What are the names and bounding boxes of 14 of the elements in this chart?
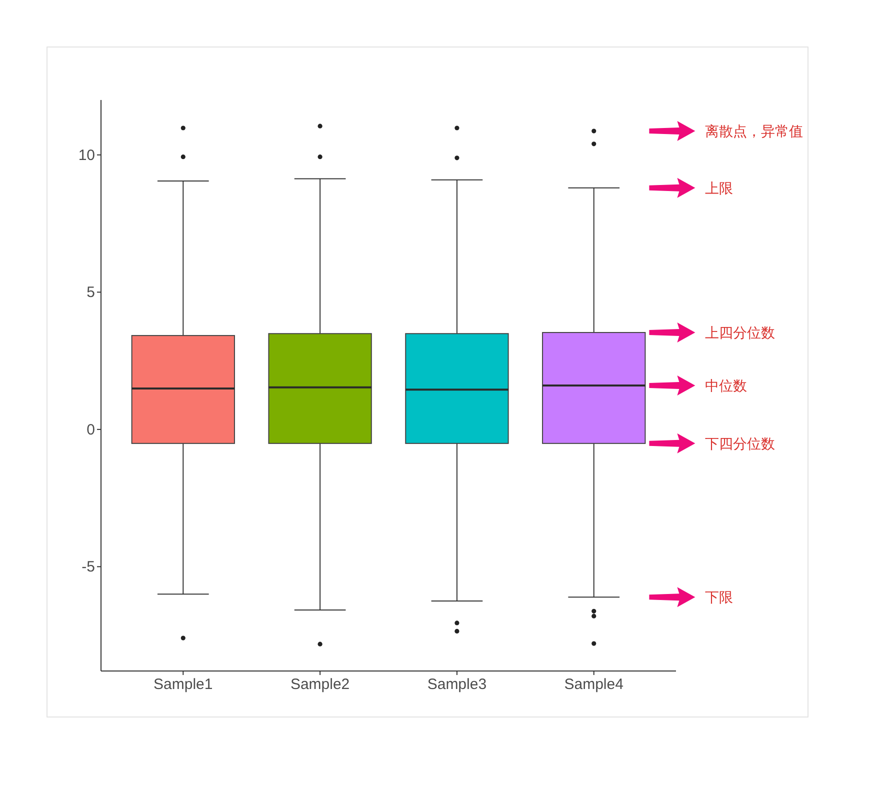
text: 上四分位数	[705, 324, 776, 341]
text: 下限	[705, 589, 734, 606]
y-tick-label: 0	[86, 421, 95, 438]
y-tick-label: -5	[82, 558, 95, 576]
text: 下四分位数	[705, 435, 776, 452]
x-tick-label: Sample1	[154, 676, 213, 693]
y-tick-label: 5	[86, 284, 95, 302]
text: 中位数	[705, 378, 748, 394]
x-tick-label: Sample3	[427, 676, 487, 693]
y-tick-label: 10	[78, 146, 95, 164]
x-tick-label: Sample4	[564, 676, 624, 693]
text: 上限	[705, 180, 734, 196]
x-tick-label: Sample2	[290, 676, 350, 693]
text: 离散点，异常值	[705, 123, 804, 140]
